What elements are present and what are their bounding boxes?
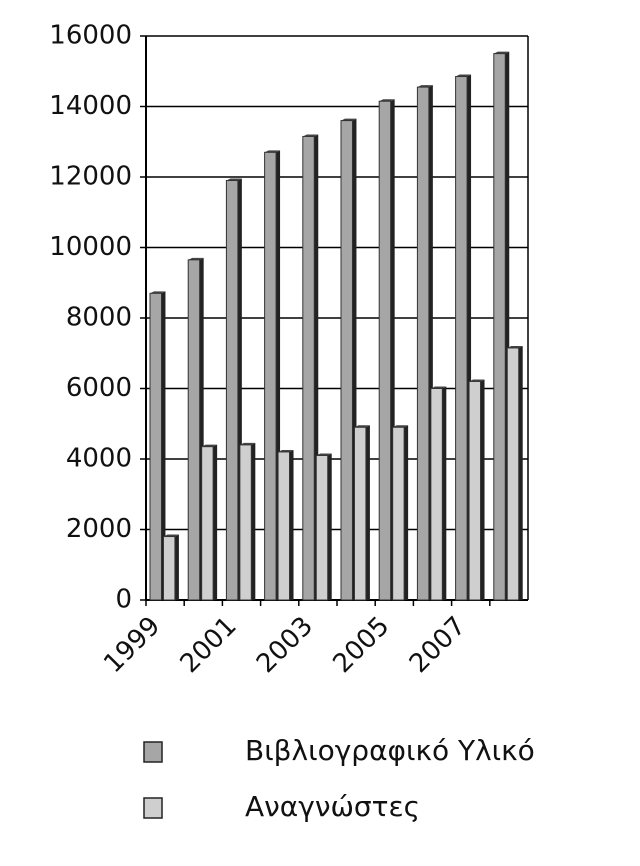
bar-top <box>188 257 204 260</box>
bar <box>302 135 315 601</box>
x-tick-label: 1999 <box>98 611 166 679</box>
bar-top <box>239 442 256 445</box>
bar <box>506 347 520 601</box>
bar <box>392 426 405 601</box>
y-tick-label: 4000 <box>66 444 132 474</box>
legend: Βιβλιογραφικό Υλικό Αναγνώστες <box>143 734 535 823</box>
bar <box>201 446 214 601</box>
bar <box>225 180 239 601</box>
bar-side <box>161 291 166 600</box>
bar <box>187 259 201 601</box>
y-tick-label: 14000 <box>49 91 132 121</box>
bar-top <box>226 178 242 181</box>
bar-side <box>442 386 447 600</box>
y-tick-label: 16000 <box>49 21 132 51</box>
bar <box>162 536 176 601</box>
y-tick-label: 10000 <box>49 232 132 262</box>
legend-swatch <box>143 797 163 819</box>
bar <box>340 120 353 601</box>
bar-top <box>354 425 370 428</box>
bar-side <box>404 425 409 600</box>
x-tick-label: 2001 <box>175 611 243 679</box>
legend-label: Αναγνώστες <box>245 790 420 823</box>
bar <box>455 76 468 601</box>
x-tick-label: 2005 <box>327 611 395 679</box>
legend-swatch <box>143 741 163 763</box>
y-tick-label: 6000 <box>66 373 132 403</box>
bar-side <box>251 442 256 600</box>
y-tick-label: 12000 <box>49 162 132 192</box>
bar-side <box>365 425 370 600</box>
y-tick-label: 2000 <box>66 514 132 544</box>
y-tick-label: 0 <box>115 585 132 615</box>
bar-top <box>417 85 433 88</box>
bar <box>416 86 430 601</box>
y-tick-label: 8000 <box>66 303 132 333</box>
bar <box>493 53 506 601</box>
bar-side <box>327 453 332 600</box>
bar-side <box>289 449 294 600</box>
bar-side <box>174 534 179 600</box>
bar <box>239 444 252 601</box>
legend-label: Βιβλιογραφικό Υλικό <box>245 734 535 767</box>
bar <box>468 380 482 601</box>
bar-top <box>278 449 294 452</box>
bar-side <box>480 379 485 600</box>
x-tick-label: 2003 <box>251 611 319 679</box>
bar <box>277 451 291 601</box>
x-tick-label: 2007 <box>404 611 472 679</box>
bar <box>378 100 392 601</box>
bar-side <box>213 444 218 600</box>
bar <box>430 388 443 601</box>
bar <box>149 292 162 601</box>
bar <box>353 426 367 601</box>
bar <box>264 151 277 601</box>
bar-top <box>392 425 409 428</box>
bar-top <box>507 345 523 348</box>
bar-top <box>302 134 319 137</box>
bar-side <box>518 345 523 600</box>
bar <box>315 454 329 601</box>
bar-top <box>379 99 395 102</box>
